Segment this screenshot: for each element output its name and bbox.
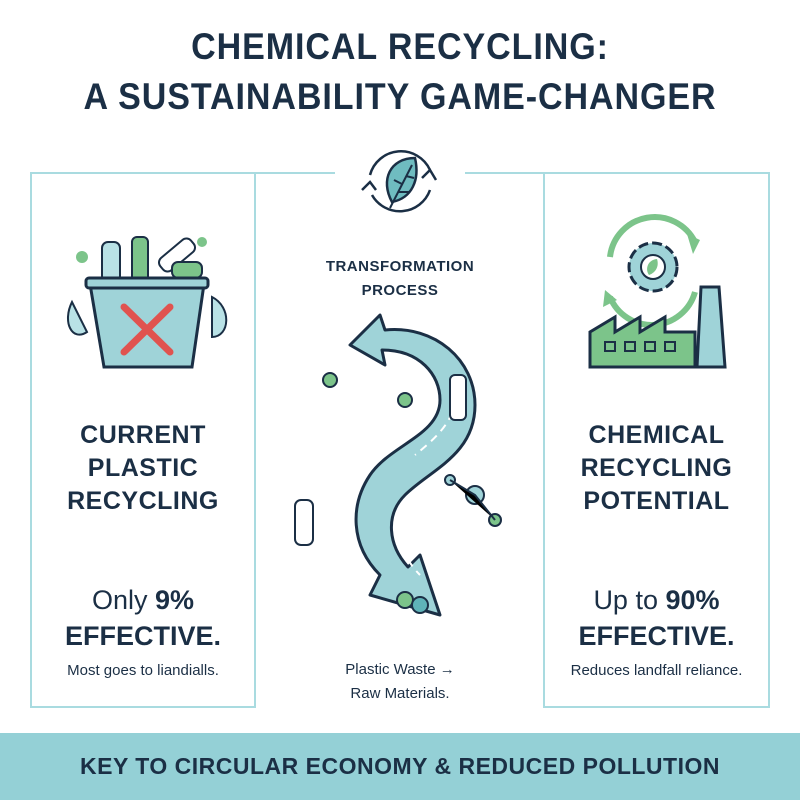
- center-heading: TRANSFORMATION PROCESS: [325, 258, 475, 299]
- page-title: CHEMICAL RECYCLING: A SUSTAINABILITY GAM…: [83, 26, 717, 117]
- trash-bin-with-x-icon: [67, 236, 228, 369]
- footer-banner: KEY TO CIRCULAR ECONOMY & REDUCED POLLUT…: [0, 733, 800, 800]
- factory-gear-icon: [588, 214, 727, 369]
- left-heading: CURRENT PLASTIC RECYCLING: [67, 421, 219, 515]
- divider: [30, 172, 335, 174]
- leaf-recycle-icon: [361, 150, 438, 213]
- right-stat: Up to 90% EFFECTIVE.: [578, 585, 735, 651]
- right-heading: CHEMICAL RECYCLING POTENTIAL: [580, 421, 733, 515]
- left-note: Most goes to liandialls.: [67, 662, 219, 679]
- chemical-recycling-panel: CHEMICAL RECYCLING POTENTIAL Up to 90% E…: [543, 172, 770, 708]
- divider: [465, 172, 770, 174]
- s-shaped-arrow-icon: [294, 313, 502, 617]
- left-stat: Only 9% EFFECTIVE.: [64, 585, 221, 651]
- center-caption: Plastic Waste → Raw Materials.: [345, 661, 455, 702]
- current-recycling-panel: CURRENT PLASTIC RECYCLING Only 9% EFFECT…: [30, 172, 256, 708]
- right-note: Reduces landfall reliance.: [570, 662, 743, 679]
